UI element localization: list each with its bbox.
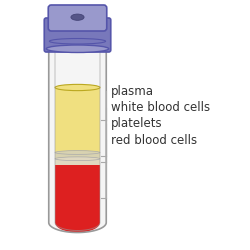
Ellipse shape: [71, 14, 84, 20]
Text: white blood cells: white blood cells: [111, 101, 210, 114]
Text: red blood cells: red blood cells: [111, 134, 198, 146]
Bar: [55, 152, 100, 159]
Ellipse shape: [55, 84, 100, 90]
FancyBboxPatch shape: [48, 5, 107, 31]
Bar: [55, 159, 100, 165]
Text: plasma: plasma: [111, 85, 154, 98]
Polygon shape: [49, 45, 106, 232]
Bar: [55, 88, 100, 152]
Ellipse shape: [55, 41, 100, 49]
Ellipse shape: [49, 40, 106, 50]
Polygon shape: [55, 165, 100, 232]
Ellipse shape: [46, 45, 109, 52]
Ellipse shape: [50, 38, 106, 44]
Text: platelets: platelets: [111, 117, 163, 130]
FancyBboxPatch shape: [44, 18, 111, 52]
Ellipse shape: [55, 150, 100, 154]
Ellipse shape: [55, 157, 100, 161]
